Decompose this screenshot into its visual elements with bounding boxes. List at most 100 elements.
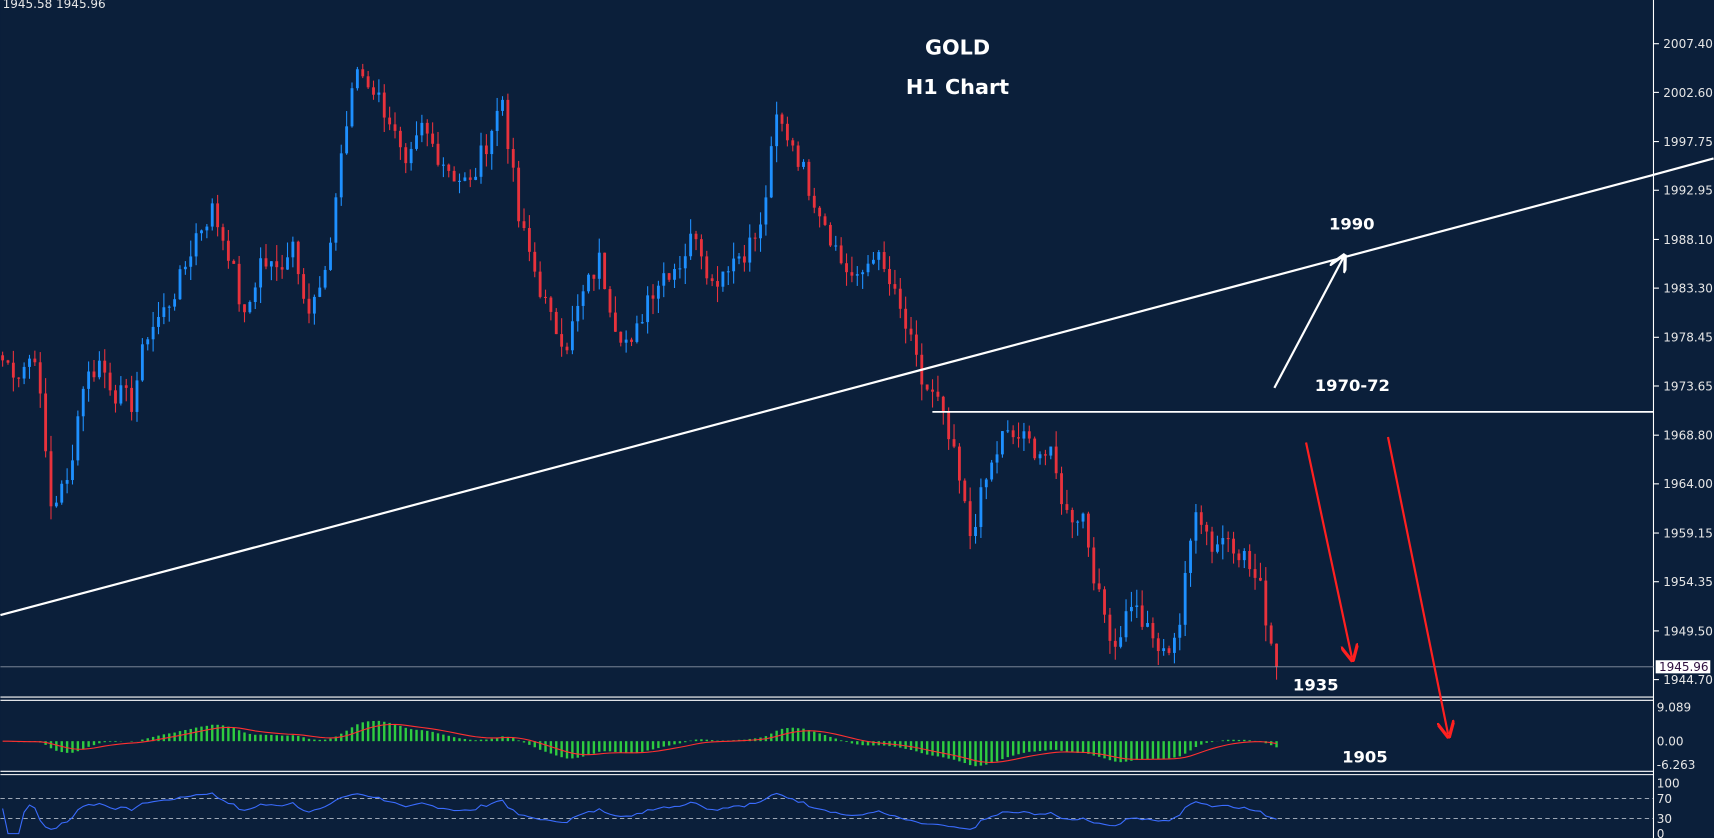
candle-body: [630, 339, 633, 342]
ascending-trendline[interactable]: [0, 173, 1654, 617]
price-tick-label: 1992.95: [1663, 184, 1713, 198]
candle-body: [458, 180, 461, 182]
candle-body: [1259, 577, 1262, 581]
candle-body: [775, 114, 779, 147]
candle-body: [76, 416, 80, 461]
candle-body: [549, 297, 553, 312]
candle-body: [243, 304, 246, 313]
price-axis[interactable]: 2007.40 2002.60 1997.75 1992.95 1988.10 1983.…: [1653, 37, 1713, 687]
candle-body: [259, 258, 263, 288]
candle-body: [495, 110, 499, 131]
candle-body: [361, 69, 365, 77]
candle-body: [253, 287, 257, 303]
candle-body: [441, 164, 445, 166]
candle-body: [597, 252, 601, 279]
candle-body: [1049, 446, 1053, 456]
candle-body: [221, 227, 225, 241]
candle-body: [1146, 623, 1149, 627]
candle-body: [823, 216, 827, 225]
candle-body: [60, 483, 64, 503]
candle-body: [931, 389, 934, 392]
candle-body: [1119, 637, 1123, 647]
candle-body: [17, 377, 21, 379]
candle-body: [189, 256, 193, 267]
price-tick-label: 1973.65: [1663, 379, 1713, 393]
candle-body: [780, 114, 784, 124]
candle-body: [130, 387, 134, 412]
candle-body: [194, 233, 198, 257]
candle-body: [1086, 513, 1090, 548]
candle-body: [1242, 550, 1246, 561]
candle-body: [673, 268, 676, 280]
candle-body: [759, 224, 762, 239]
candle-body: [425, 122, 429, 134]
candle-body: [200, 230, 203, 234]
candle-body: [1221, 538, 1225, 545]
candle-body: [1199, 512, 1203, 525]
macd-tick-label: 0.00: [1657, 735, 1684, 749]
candle-body: [1000, 431, 1004, 455]
candle-body: [1194, 512, 1198, 541]
candle-body: [1054, 446, 1058, 474]
macd-tick-label: -6.263: [1657, 758, 1696, 772]
candle-body: [613, 312, 617, 332]
candle-body: [108, 372, 112, 391]
candle-body: [839, 245, 843, 264]
candle-body: [640, 322, 644, 324]
price-tick-label: 1944.70: [1663, 673, 1713, 687]
rsi-line: [2, 792, 1277, 835]
candle-body: [1092, 547, 1096, 584]
candle-body: [619, 331, 623, 343]
price-tick-label: 2002.60: [1663, 86, 1713, 100]
candle-body: [1210, 531, 1214, 552]
candle-body: [560, 334, 564, 347]
candle-body: [28, 358, 31, 367]
candle-body: [474, 176, 478, 180]
candle-body: [968, 501, 972, 537]
candle-body: [157, 316, 160, 327]
candle-body: [871, 259, 875, 264]
candle-body: [1027, 431, 1031, 439]
candle-body: [1, 355, 5, 361]
candle-body: [355, 69, 359, 89]
candle-body: [651, 295, 655, 299]
candle-body: [828, 224, 832, 246]
candle-body: [1189, 540, 1192, 573]
candle-body: [533, 251, 537, 272]
candle-body: [1205, 524, 1209, 532]
price-tick-label: 1983.30: [1663, 281, 1713, 295]
candle-body: [721, 271, 725, 287]
candle-body: [124, 385, 128, 388]
price-tick-label: 1959.15: [1663, 526, 1713, 540]
candle-body: [1033, 438, 1037, 459]
candle-body: [710, 278, 714, 282]
macd-signal-line: [2, 723, 1277, 763]
candle-body: [286, 257, 289, 270]
candle-body: [1275, 643, 1278, 667]
candle-body: [882, 252, 886, 269]
candle-body: [329, 242, 332, 270]
candle-body: [667, 273, 671, 280]
candle-body: [699, 239, 703, 257]
candle-body: [114, 390, 117, 404]
candle-body: [1022, 431, 1026, 439]
candle-body: [393, 124, 397, 131]
price-tick-label: 1978.45: [1663, 331, 1713, 345]
candle-body: [1108, 614, 1112, 641]
candle-body: [694, 233, 698, 240]
chart-title: GOLD: [925, 36, 990, 60]
candle-body: [54, 502, 58, 507]
candle-body: [527, 228, 531, 252]
candle-body: [232, 260, 236, 264]
candle-body: [624, 339, 628, 343]
candle-body: [1076, 521, 1080, 523]
bearish-arrow-1935: [1304, 442, 1352, 657]
candle-body: [1070, 509, 1074, 523]
candle-body: [372, 87, 375, 95]
price-tick-label: 2007.40: [1663, 37, 1713, 51]
candle-body: [1226, 538, 1230, 540]
candle-body: [904, 308, 908, 329]
candle-body: [291, 241, 295, 258]
candle-body: [592, 274, 596, 279]
